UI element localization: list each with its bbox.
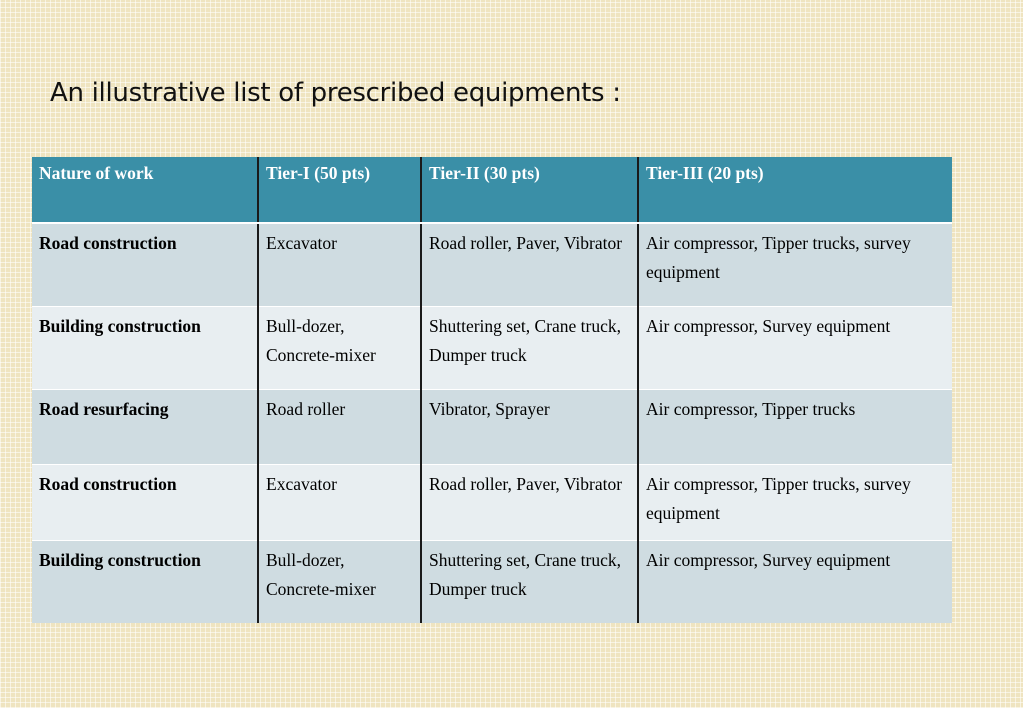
cell-nature-of-work: Road construction	[32, 222, 258, 307]
cell-tier-3: Air compressor, Tipper trucks, survey eq…	[637, 222, 952, 307]
cell-tier-2: Shuttering set, Crane truck, Dumper truc…	[420, 540, 638, 623]
header-tier-1: Tier-I (50 pts)	[257, 157, 421, 224]
header-tier-3: Tier-III (20 pts)	[637, 157, 952, 224]
cell-tier-1: Bull-dozer, Concrete-mixer	[257, 306, 421, 390]
cell-nature-of-work: Road construction	[32, 464, 258, 541]
table-row: Road construction Excavator Road roller,…	[32, 464, 952, 541]
table-row: Road resurfacing Road roller Vibrator, S…	[32, 389, 952, 465]
cell-tier-3: Air compressor, Tipper trucks, survey eq…	[637, 464, 952, 541]
cell-nature-of-work: Building construction	[32, 306, 258, 390]
cell-tier-2: Vibrator, Sprayer	[420, 389, 638, 465]
cell-tier-1: Road roller	[257, 389, 421, 465]
header-tier-2: Tier-II (30 pts)	[420, 157, 638, 224]
cell-tier-2: Shuttering set, Crane truck, Dumper truc…	[420, 306, 638, 390]
table-row: Building construction Bull-dozer, Concre…	[32, 306, 952, 390]
header-nature-of-work: Nature of work	[32, 157, 258, 224]
cell-tier-3: Air compressor, Tipper trucks	[637, 389, 952, 465]
cell-tier-2: Road roller, Paver, Vibrator	[420, 222, 638, 307]
cell-nature-of-work: Building construction	[32, 540, 258, 623]
cell-tier-1: Bull-dozer, Concrete-mixer	[257, 540, 421, 623]
cell-tier-1: Excavator	[257, 222, 421, 307]
table-row: Road construction Excavator Road roller,…	[32, 222, 952, 307]
table-row: Building construction Bull-dozer, Concre…	[32, 540, 952, 623]
table-header-row: Nature of work Tier-I (50 pts) Tier-II (…	[32, 157, 952, 224]
cell-tier-3: Air compressor, Survey equipment	[637, 540, 952, 623]
page-title: An illustrative list of prescribed equip…	[50, 78, 621, 108]
equipment-table: Nature of work Tier-I (50 pts) Tier-II (…	[32, 157, 952, 623]
cell-tier-2: Road roller, Paver, Vibrator	[420, 464, 638, 541]
cell-nature-of-work: Road resurfacing	[32, 389, 258, 465]
cell-tier-1: Excavator	[257, 464, 421, 541]
cell-tier-3: Air compressor, Survey equipment	[637, 306, 952, 390]
